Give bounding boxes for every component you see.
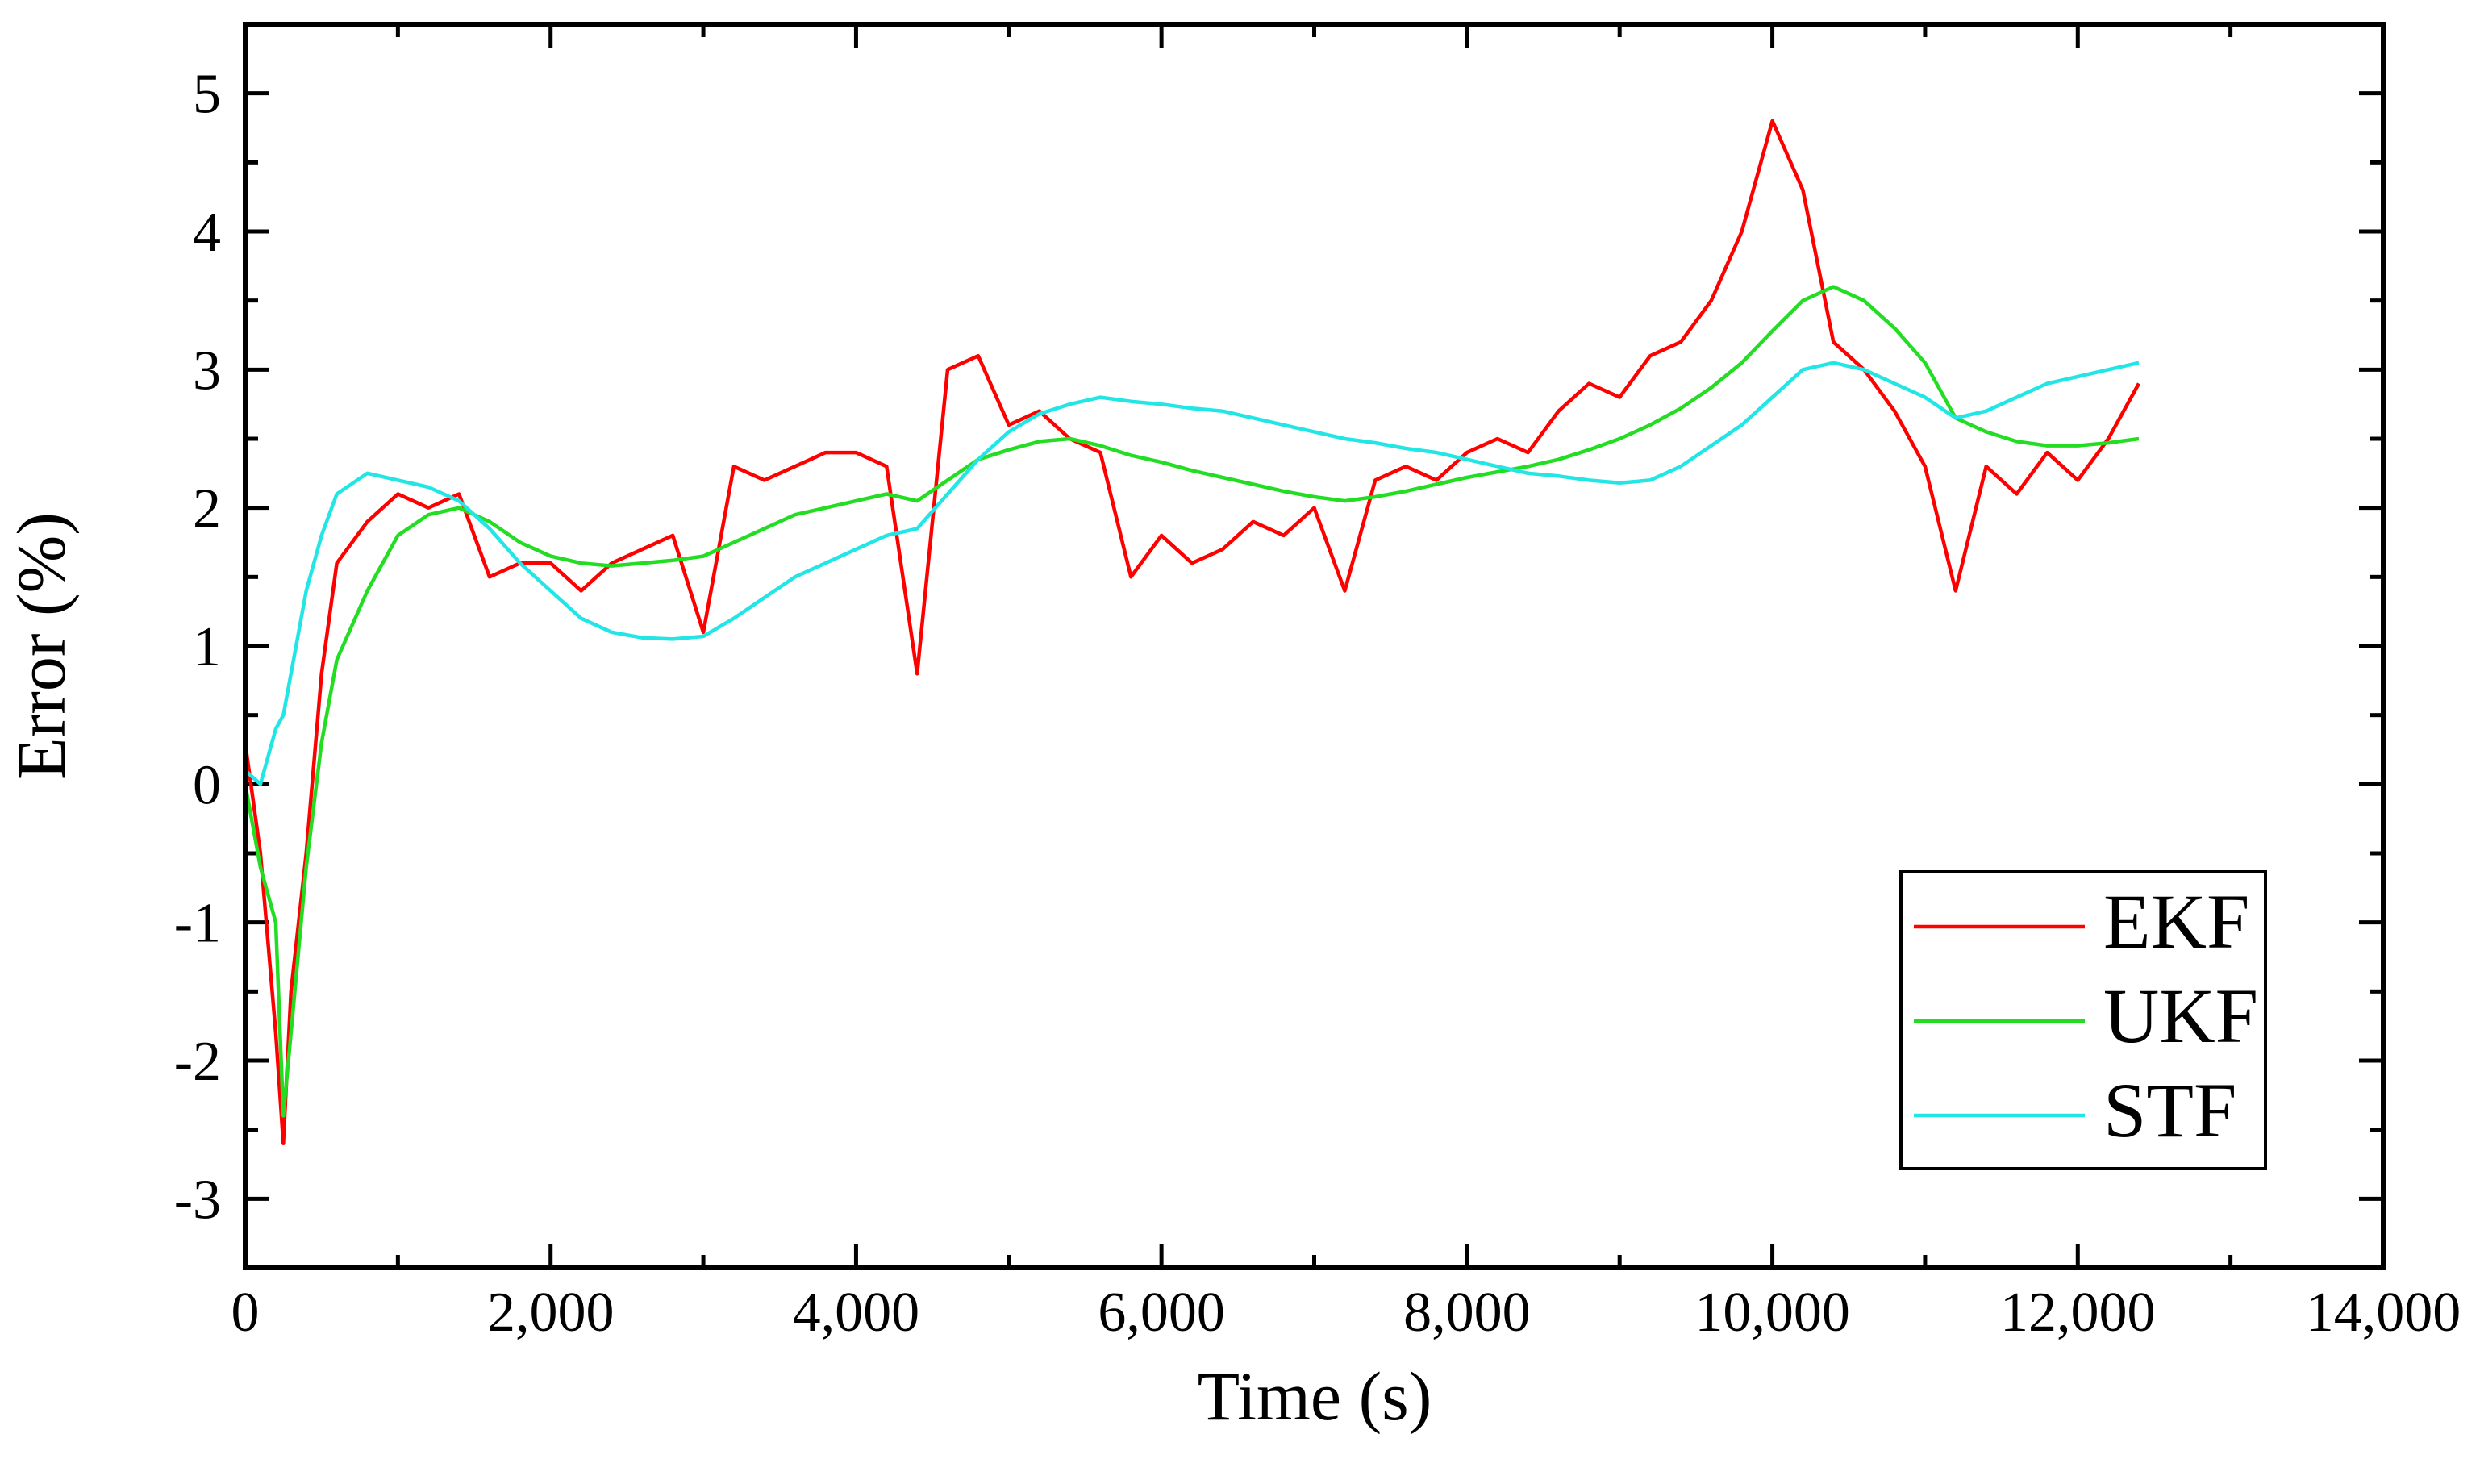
y-tick-label: -2 — [174, 1031, 221, 1093]
y-axis-title: Error (%) — [2, 512, 80, 780]
x-tick-label: 4,000 — [793, 1282, 920, 1344]
y-tick-label: 3 — [193, 340, 221, 402]
x-axis-title: Time (s) — [1198, 1357, 1432, 1435]
y-tick-label: 4 — [193, 202, 221, 264]
series-line — [243, 119, 2140, 1146]
y-tick-label: 1 — [193, 616, 221, 678]
y-tick-label: -1 — [174, 893, 221, 955]
legend-label: EKF — [2103, 878, 2249, 965]
x-tick-label: 12,000 — [2000, 1282, 2156, 1344]
x-tick-label: 8,000 — [1403, 1282, 1531, 1344]
series-line — [244, 361, 2140, 786]
x-tick-label: 0 — [231, 1282, 260, 1344]
y-tick-label: 5 — [193, 64, 221, 126]
y-tick-label: 2 — [193, 478, 221, 540]
x-tick-label: 10,000 — [1694, 1282, 1850, 1344]
legend-label: UKF — [2103, 973, 2258, 1059]
y-tick-label: 0 — [193, 754, 221, 816]
plot-frame — [243, 22, 2386, 1270]
series-line — [243, 285, 2140, 1118]
y-tick-label: -3 — [174, 1169, 221, 1231]
x-tick-label: 14,000 — [2306, 1282, 2461, 1344]
x-tick-label: 6,000 — [1098, 1282, 1225, 1344]
x-tick-label: 2,000 — [487, 1282, 615, 1344]
legend-label: STF — [2103, 1067, 2236, 1153]
